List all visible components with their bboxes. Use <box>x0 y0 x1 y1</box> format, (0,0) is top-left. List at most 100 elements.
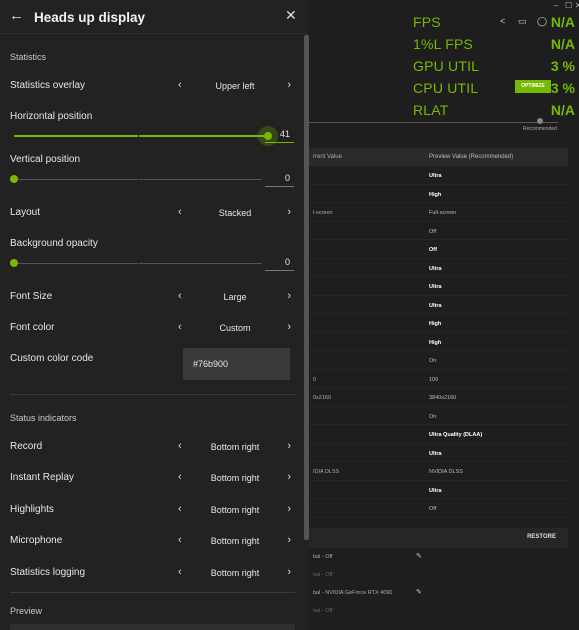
background-opacity-slider[interactable] <box>10 257 262 269</box>
selector-value: Upper left <box>215 81 255 91</box>
slider-thumb[interactable] <box>10 259 18 267</box>
table-row: Off <box>309 240 568 259</box>
global-setting-row: bal - Off ✎ <box>309 548 568 566</box>
slider-thumb[interactable] <box>10 175 18 183</box>
settings-table: rrent Value Preview Value (Recommended) … <box>309 148 568 518</box>
table-header: rrent Value Preview Value (Recommended) <box>309 148 568 166</box>
optimize-button[interactable]: OPTIMIZE <box>515 80 551 93</box>
custom-color-value: #76b900 <box>193 359 229 369</box>
table-row: Ultra <box>309 444 568 462</box>
chevron-right-icon[interactable]: › <box>287 440 291 452</box>
table-row: 0 100 <box>309 370 568 388</box>
horizontal-position-label: Horizontal position <box>10 111 93 122</box>
minimize-icon[interactable]: – <box>554 1 559 10</box>
chevron-left-icon[interactable]: ‹ <box>178 79 182 91</box>
table-row: 0x2160 3840x2160 <box>309 388 568 407</box>
chevron-right-icon[interactable]: › <box>287 79 291 91</box>
custom-color-label: Custom color code <box>10 353 94 364</box>
chevron-right-icon[interactable]: › <box>287 471 291 483</box>
overlay-row-label: GPU UTIL <box>413 58 480 74</box>
edit-icon[interactable]: ✎ <box>416 553 422 560</box>
status-indicator-label: Microphone <box>10 535 63 546</box>
chevron-left-icon[interactable]: ‹ <box>178 534 182 546</box>
vertical-position-slider[interactable] <box>10 173 262 185</box>
scrollbar[interactable] <box>304 35 309 540</box>
restore-button[interactable]: RESTORE <box>527 534 556 540</box>
preview-value-cell: Off <box>429 228 437 235</box>
status-indicator-selector[interactable]: ‹ Bottom right › <box>175 533 295 549</box>
layout-selector[interactable]: ‹ Stacked › <box>175 205 295 221</box>
overlay-row-value: 3 % <box>550 58 575 74</box>
global-setting-row: bal - Off <box>309 602 568 620</box>
overlay-row: FPS N/A <box>413 14 579 34</box>
statistics-overlay-selector[interactable]: ‹ Upper left › <box>175 78 295 94</box>
preview-value-header: Preview Value (Recommended) <box>429 154 514 160</box>
quality-slider[interactable]: Recommended <box>309 117 568 137</box>
vertical-position-value[interactable]: 0 <box>265 173 294 187</box>
overlay-row: 1%L FPS N/A <box>413 36 579 56</box>
status-indicator-label: Highlights <box>10 504 54 515</box>
chevron-left-icon[interactable]: ‹ <box>178 566 182 578</box>
chevron-right-icon[interactable]: › <box>287 534 291 546</box>
current-value-cell: 0x2160 <box>313 395 332 401</box>
user-icon[interactable]: ◯ <box>537 16 548 26</box>
chevron-left-icon[interactable]: ‹ <box>178 471 182 483</box>
close-icon[interactable]: ✕ <box>285 7 297 23</box>
chevron-right-icon[interactable]: › <box>287 206 291 218</box>
back-arrow-icon[interactable]: ← <box>9 7 24 24</box>
table-row: On <box>309 407 568 425</box>
share-icon[interactable]: < <box>500 16 506 26</box>
preview-value-cell: NVIDIA DLSS <box>429 469 463 475</box>
overlay-row: GPU UTIL 3 % <box>413 58 579 78</box>
table-row: High <box>309 314 568 333</box>
edit-icon[interactable]: ✎ <box>416 589 422 596</box>
global-setting-row: bal - Off <box>309 566 568 584</box>
font-size-selector[interactable]: ‹ Large › <box>175 289 295 305</box>
status-indicator-selector[interactable]: ‹ Bottom right › <box>175 565 295 581</box>
global-setting-text: bal - Off <box>313 554 333 560</box>
overlay-row-label: FPS <box>413 14 441 30</box>
background-opacity-value[interactable]: 0 <box>265 257 294 271</box>
status-indicator-label: Record <box>10 441 43 452</box>
selector-value: Stacked <box>218 208 252 218</box>
font-color-selector[interactable]: ‹ Custom › <box>175 320 295 336</box>
current-value-cell: l-screen <box>313 210 333 216</box>
status-indicator-selector[interactable]: ‹ Bottom right › <box>175 470 295 486</box>
table-row: On <box>309 351 568 370</box>
preview-value-cell: Off <box>429 247 437 253</box>
chevron-right-icon[interactable]: › <box>287 321 291 333</box>
current-value-cell: IDIA DLSS <box>313 469 340 475</box>
table-row: l-screen Full-screen <box>309 203 568 222</box>
status-indicator-selector[interactable]: ‹ Bottom right › <box>175 502 295 518</box>
chevron-right-icon[interactable]: › <box>287 503 291 515</box>
preview-value-cell: Ultra <box>429 284 442 290</box>
chevron-right-icon[interactable]: › <box>287 290 291 302</box>
chevron-left-icon[interactable]: ‹ <box>178 321 182 333</box>
status-indicator-selector[interactable]: ‹ Bottom right › <box>175 439 295 455</box>
slider-thumb[interactable] <box>264 132 272 140</box>
recommended-label: Recommended <box>523 126 557 132</box>
window-close-icon[interactable]: ✕ <box>575 1 579 10</box>
divider <box>10 394 295 395</box>
global-settings-card: RESTORE bal - Off ✎ bal - Off bal - NVIDIA … <box>309 528 568 630</box>
notification-icon[interactable]: ▭ <box>518 16 527 26</box>
chevron-right-icon[interactable]: › <box>287 566 291 578</box>
preview-value-cell: Ultra Quality (DLAA) <box>429 432 483 438</box>
font-size-label: Font Size <box>10 291 53 302</box>
horizontal-position-slider[interactable] <box>14 126 278 146</box>
chevron-left-icon[interactable]: ‹ <box>178 206 182 218</box>
preview-value-cell: On <box>429 413 437 420</box>
horizontal-position-value[interactable]: 41 <box>265 129 294 143</box>
table-row: Ultra <box>309 259 568 277</box>
maximize-icon[interactable]: ☐ <box>565 1 573 10</box>
table-row: Ultra <box>309 481 568 499</box>
chevron-left-icon[interactable]: ‹ <box>178 440 182 452</box>
custom-color-input[interactable]: #76b900 <box>183 348 290 380</box>
preview-value-cell: High <box>429 191 442 198</box>
preview-value-cell: Ultra <box>429 450 442 457</box>
overlay-row-value: 3 % <box>550 80 575 96</box>
chevron-left-icon[interactable]: ‹ <box>178 503 182 515</box>
current-value-header: rrent Value <box>313 154 342 160</box>
global-setting-text: bal - Off <box>313 608 333 614</box>
chevron-left-icon[interactable]: ‹ <box>178 290 182 302</box>
